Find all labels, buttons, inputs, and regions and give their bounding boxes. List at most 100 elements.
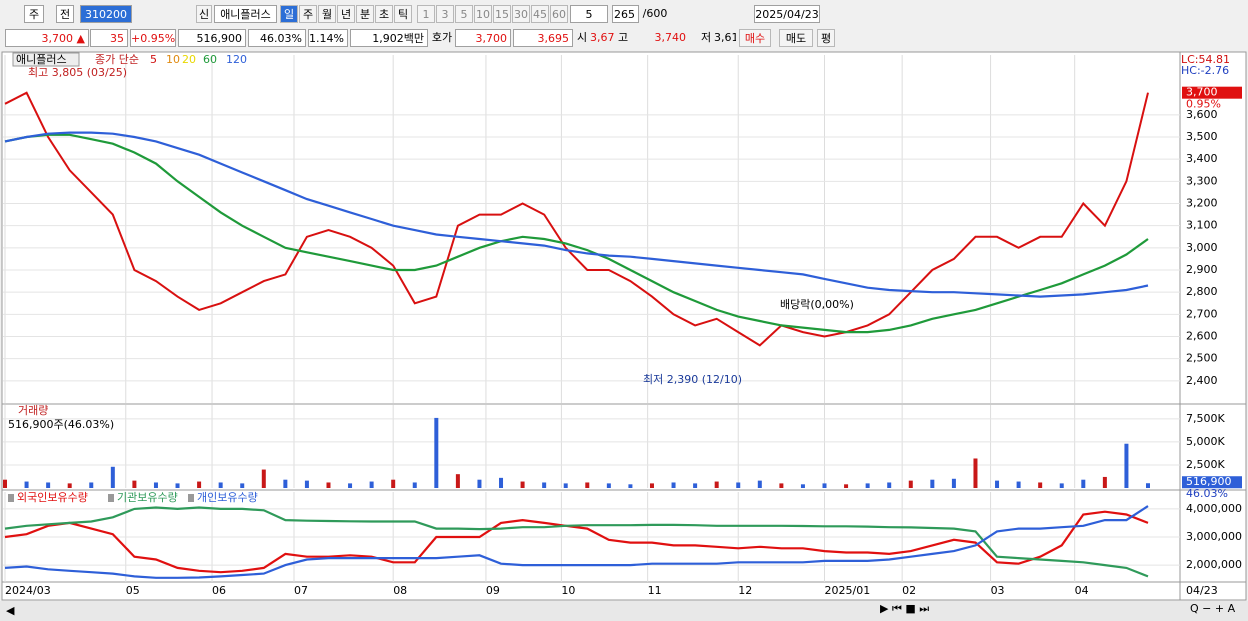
zoom-controls[interactable]: Q − + A bbox=[1190, 602, 1236, 615]
volume-bar bbox=[649, 483, 654, 488]
minute-button[interactable]: 3 bbox=[436, 5, 454, 23]
prev-button[interactable]: 전 bbox=[56, 5, 74, 23]
playback-controls[interactable]: ▶ ⏮ ■ ⏭ bbox=[880, 602, 929, 615]
minute-button[interactable]: 30 bbox=[512, 5, 530, 23]
volume-bar bbox=[606, 483, 611, 488]
quote-high-label: 고 bbox=[617, 31, 629, 44]
last-price-box bbox=[1182, 86, 1242, 99]
chart-frame bbox=[1, 51, 1247, 601]
unit-button[interactable]: 월 bbox=[318, 5, 336, 23]
volume-bar bbox=[757, 480, 762, 488]
quote-amount: 1,902백만 bbox=[350, 29, 428, 47]
date-input[interactable]: 2025/04/23 bbox=[754, 5, 820, 23]
series-line bbox=[4, 505, 1149, 579]
y-tick-label: 3,200 bbox=[1186, 197, 1218, 210]
y-tick-label: 2,600 bbox=[1186, 330, 1218, 343]
label-box bbox=[12, 52, 80, 67]
unit-button[interactable]: 주 bbox=[299, 5, 317, 23]
scroll-left[interactable]: ◀ bbox=[6, 604, 15, 617]
legend-swatch bbox=[8, 494, 14, 502]
y-tick-label: 3,300 bbox=[1186, 174, 1218, 187]
volume-bar bbox=[714, 481, 719, 488]
scrollbar[interactable] bbox=[0, 601, 1248, 621]
volume-bar bbox=[499, 477, 504, 488]
x-tick-label: 2024/03 bbox=[5, 584, 51, 597]
volume-bar bbox=[1102, 476, 1107, 488]
quote-turnover: 1.14% bbox=[308, 29, 348, 47]
volume-bar bbox=[1038, 482, 1043, 488]
volume-bar bbox=[283, 479, 288, 488]
minute-button[interactable]: 60 bbox=[550, 5, 568, 23]
quote-buy[interactable]: 매수 bbox=[739, 29, 771, 47]
volume-bar bbox=[261, 469, 266, 488]
last-price: 3,700 bbox=[1186, 86, 1218, 99]
volume-bar bbox=[563, 483, 568, 488]
minute-button[interactable]: 5 bbox=[455, 5, 473, 23]
y-tick-label: 2,900 bbox=[1186, 263, 1218, 276]
volume-bar bbox=[930, 479, 935, 488]
series-line bbox=[4, 510, 1149, 574]
quote-avg[interactable]: 평 bbox=[817, 29, 835, 47]
quote-ask-label: 호가 bbox=[431, 31, 453, 44]
volume-bar bbox=[24, 481, 29, 488]
legend-ma: 60 bbox=[203, 53, 217, 66]
volume-bar bbox=[326, 482, 331, 488]
new-button[interactable]: 신 bbox=[196, 5, 212, 23]
volume-bar bbox=[1059, 483, 1064, 488]
volume-bar bbox=[67, 483, 72, 488]
quote-ask: 3,700 bbox=[455, 29, 511, 47]
y-tick-label: 2,500 bbox=[1186, 352, 1218, 365]
x-tick-label: 06 bbox=[212, 584, 226, 597]
event-note: 배당락(0,00%) bbox=[780, 298, 854, 311]
volume-bar bbox=[348, 483, 353, 488]
unit-button[interactable]: 틱 bbox=[394, 5, 412, 23]
y-tick-label: 2,700 bbox=[1186, 307, 1218, 320]
unit-button[interactable]: 일 bbox=[280, 5, 298, 23]
unit-button[interactable]: 분 bbox=[356, 5, 374, 23]
y-tick-label: 3,000 bbox=[1186, 241, 1218, 254]
x-tick-label: 04 bbox=[1075, 584, 1089, 597]
volume-bar bbox=[779, 483, 784, 488]
y-tick-label: 3,500 bbox=[1186, 130, 1218, 143]
y-tick-label: 3,100 bbox=[1186, 219, 1218, 232]
quote-rate: +0.95% bbox=[130, 29, 176, 47]
quote-volume-rate: 46.03% bbox=[248, 29, 306, 47]
volume-bar bbox=[865, 483, 870, 488]
quote-sell[interactable]: 매도 bbox=[779, 29, 813, 47]
quote-volume: 516,900 bbox=[178, 29, 246, 47]
step-select[interactable]: 5 bbox=[570, 5, 608, 23]
x-tick-label: 07 bbox=[294, 584, 308, 597]
last-volume-rate: 46.03% bbox=[1186, 487, 1228, 500]
volume-bar bbox=[995, 480, 1000, 488]
volume-bar bbox=[369, 481, 374, 488]
volume-bar bbox=[671, 482, 676, 488]
minute-button[interactable]: 1 bbox=[417, 5, 435, 23]
volume-bar bbox=[1146, 483, 1150, 488]
count-input[interactable]: 265 bbox=[612, 5, 639, 23]
volume-bar bbox=[153, 482, 158, 488]
volume-bar bbox=[412, 482, 417, 488]
volume-bar bbox=[585, 482, 590, 488]
unit-button[interactable]: 년 bbox=[337, 5, 355, 23]
minute-button[interactable]: 15 bbox=[493, 5, 511, 23]
unit-button[interactable]: 초 bbox=[375, 5, 393, 23]
y-tick-label: 3,000,000 bbox=[1186, 530, 1242, 543]
x-tick-label: 10 bbox=[561, 584, 575, 597]
volume-bar bbox=[800, 484, 805, 488]
high-note: 최고 3,805 (03/25) bbox=[28, 66, 127, 79]
y-tick-label: 4,000,000 bbox=[1186, 502, 1242, 515]
volume-bar bbox=[391, 479, 396, 488]
quote-bid: 3,695 bbox=[513, 29, 573, 47]
legend-ma: 20 bbox=[182, 53, 196, 66]
minute-button[interactable]: 10 bbox=[474, 5, 492, 23]
y-tick-label: 3,600 bbox=[1186, 108, 1218, 121]
series-line bbox=[4, 506, 1149, 578]
y-tick-label: 2,500K bbox=[1186, 458, 1225, 471]
period-select[interactable]: 주 bbox=[24, 5, 44, 23]
code-input[interactable]: 310200 bbox=[80, 5, 132, 23]
volume-bar bbox=[1081, 479, 1086, 488]
quote-change: 35 bbox=[90, 29, 128, 47]
minute-button[interactable]: 45 bbox=[531, 5, 549, 23]
stock-name: 애니플러스 bbox=[214, 5, 277, 23]
